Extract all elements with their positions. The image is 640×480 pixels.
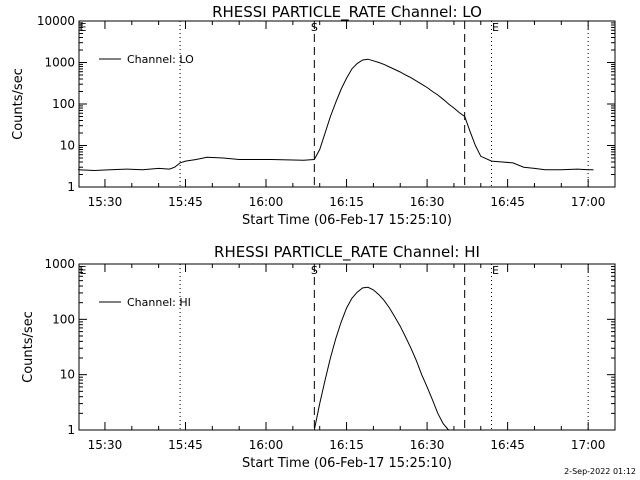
- panel2-y-tick-label: 100: [52, 312, 75, 326]
- panel1-y-tick-label: 10000: [37, 14, 75, 28]
- panel2-x-tick-label: 16:15: [329, 438, 364, 452]
- panel2-x-tick-label: 15:30: [88, 438, 123, 452]
- panel2-x-tick-label: 16:30: [410, 438, 445, 452]
- panel1-x-tick-label: 16:30: [410, 195, 445, 209]
- panel2-x-axis-label: Start Time (06-Feb-17 15:25:10): [242, 456, 452, 471]
- panel2-y-tick-label: 1000: [44, 257, 75, 271]
- panel1-legend-label: Channel: LO: [127, 53, 194, 66]
- panel2-y-axis-label: Counts/sec: [21, 311, 36, 383]
- panel1-y-tick-label: 1000: [44, 56, 75, 70]
- panel1-y-axis-label: Counts/sec: [11, 68, 26, 140]
- panel1-marker-S: S: [311, 21, 318, 34]
- panel1-x-tick-label: 16:00: [249, 195, 284, 209]
- panel1-y-tick-label: 10: [60, 139, 75, 153]
- panel1-chart-title: RHESSI PARTICLE_RATE Channel: LO: [212, 3, 482, 22]
- panel1-x-tick-label: 17:00: [571, 195, 606, 209]
- panel1-x-tick-label: 16:15: [329, 195, 364, 209]
- panel2-x-tick-label: 17:00: [571, 438, 606, 452]
- panel2-marker-E: E: [492, 264, 499, 277]
- panel2-marker-left-edge: E: [80, 264, 87, 277]
- panel1-marker-left-edge: E: [80, 21, 87, 34]
- panel2-plot-frame: [78, 263, 616, 431]
- panel2-series-line: [313, 286, 449, 431]
- panel1-plot-frame: [78, 20, 616, 188]
- panel1-y-tick-label: 1: [67, 180, 75, 194]
- panel2-y-tick-label: 10: [60, 368, 75, 382]
- panel2-legend-label: Channel: HI: [127, 296, 191, 309]
- panel1-x-tick-label: 15:30: [88, 195, 123, 209]
- footer-timestamp: 2-Sep-2022 01:12: [564, 467, 636, 476]
- panel1-x-axis-label: Start Time (06-Feb-17 15:25:10): [242, 213, 452, 228]
- panel1-marker-E: E: [492, 21, 499, 34]
- panel1-y-tick-label: 100: [52, 97, 75, 111]
- panel2-marker-S: S: [311, 264, 318, 277]
- panel2-chart-title: RHESSI PARTICLE_RATE Channel: HI: [214, 243, 480, 262]
- panel1-x-tick-label: 15:45: [168, 195, 203, 209]
- panel1-x-tick-label: 16:45: [490, 195, 525, 209]
- panel1-series-line: [78, 58, 594, 172]
- panel2-y-tick-label: 1: [67, 423, 75, 437]
- panel2-x-tick-label: 16:45: [490, 438, 525, 452]
- panel2-x-tick-label: 15:45: [168, 438, 203, 452]
- panel2-x-tick-label: 16:00: [249, 438, 284, 452]
